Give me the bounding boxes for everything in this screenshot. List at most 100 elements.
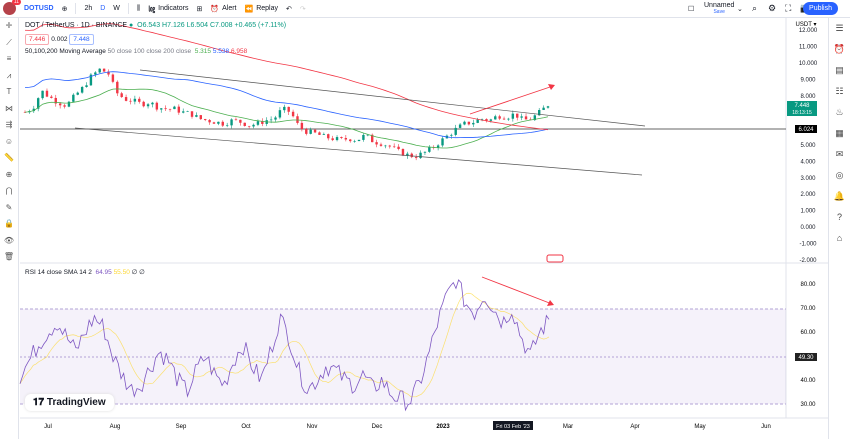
candle: [476, 119, 479, 123]
last-price: 7.448: [794, 103, 810, 109]
pencil-lock-icon[interactable]: ✎: [5, 202, 13, 212]
price-tick: 10.000: [799, 61, 818, 67]
horizontal-line-icon[interactable]: ≡: [6, 54, 12, 63]
undo-icon[interactable]: ↶: [286, 5, 292, 13]
search-icon[interactable]: ⌕: [752, 3, 758, 13]
candle: [384, 145, 387, 147]
lock-icon[interactable]: 🔒: [4, 219, 14, 228]
interval-d[interactable]: D: [100, 5, 106, 12]
price-tick: 9.000: [800, 77, 816, 83]
news-icon[interactable]: ▤: [835, 65, 844, 75]
rsi-tick: 60.00: [800, 330, 816, 336]
main-legend: DOT / TetherUS · 1D · BINANCE ● O6.543 H…: [25, 22, 287, 29]
line-price-badge: [795, 125, 817, 133]
hotlist-icon[interactable]: ⌂: [836, 233, 843, 243]
candle: [340, 137, 343, 138]
ideas-icon[interactable]: ♨: [835, 107, 844, 117]
price-tick: 4.000: [800, 159, 816, 165]
replay-button[interactable]: ⏪ Replay: [244, 5, 279, 13]
ruler-icon[interactable]: 📏: [4, 153, 14, 162]
chat-icon[interactable]: ✉: [835, 149, 844, 159]
watchlist-icon[interactable]: ☰: [835, 23, 844, 33]
text-icon[interactable]: T: [6, 87, 12, 96]
candle: [392, 146, 396, 148]
candle: [199, 115, 202, 120]
top-toolbar: 11 DOTUSD ⊕ 2h D W ⫼ ㏒ Indicators ⊞ ⏰ Aler…: [0, 0, 850, 18]
bell-icon[interactable]: 🔔: [833, 191, 846, 201]
chart-type-icon[interactable]: ⫼: [136, 4, 141, 12]
redo-icon[interactable]: ↷: [299, 5, 306, 13]
trend-line-icon[interactable]: ⟋: [6, 37, 12, 47]
candle: [379, 144, 383, 146]
candle: [436, 145, 440, 148]
gear-icon[interactable]: ⚙: [768, 3, 777, 13]
candle: [283, 106, 286, 111]
fullscreen-icon[interactable]: ⛶: [785, 3, 792, 13]
time-tick: Nov: [307, 424, 318, 430]
templates-icon[interactable]: ⊞: [196, 5, 203, 13]
buy-button[interactable]: 7.448: [69, 34, 94, 45]
candle: [546, 106, 550, 108]
interval-w[interactable]: W: [113, 5, 120, 12]
forecast-icon[interactable]: ⇶: [5, 120, 13, 129]
layout-checkbox[interactable]: ☐: [688, 5, 695, 13]
alert-button[interactable]: ⏰ Alert: [210, 5, 237, 13]
eye-icon[interactable]: 👁: [3, 235, 15, 245]
chevron-down-icon[interactable]: ⌄: [737, 5, 743, 13]
crosshair-time: Fri 03 Feb '23: [496, 424, 530, 430]
candle: [138, 98, 141, 102]
candle: [542, 107, 545, 111]
candle: [190, 111, 194, 117]
candle: [454, 127, 457, 135]
alarm-clock-icon[interactable]: ⏰: [833, 44, 846, 54]
candle: [375, 142, 378, 145]
publish-button[interactable]: Publish: [803, 2, 838, 15]
candle: [160, 108, 163, 110]
indicators-button[interactable]: ㏒ Indicators: [148, 5, 189, 13]
calendar-icon[interactable]: ▦: [835, 128, 844, 138]
candle: [516, 113, 519, 118]
candle: [252, 124, 255, 127]
candle: [208, 119, 211, 123]
candle: [441, 138, 444, 146]
candle: [485, 119, 488, 121]
tradingview-logo[interactable]: 𝟏𝟕 TradingView: [25, 394, 114, 411]
sell-button[interactable]: 7.446: [25, 34, 50, 45]
emoji-icon[interactable]: ☺: [4, 136, 14, 146]
candle: [538, 110, 541, 116]
avatar[interactable]: 11: [3, 0, 21, 15]
candle: [274, 117, 277, 120]
candle: [173, 106, 176, 110]
candle: [80, 86, 84, 93]
streams-icon[interactable]: ◎: [835, 170, 844, 180]
candle: [313, 129, 317, 133]
crosshair-icon[interactable]: ✛: [5, 21, 13, 30]
candle: [524, 116, 528, 120]
rsi-tick: 70.00: [800, 306, 816, 312]
add-symbol-icon[interactable]: ⊕: [61, 5, 68, 13]
symbol-search[interactable]: DOTUSD: [24, 5, 54, 12]
rsi-tick: 80.00: [800, 282, 816, 288]
candle: [146, 104, 150, 107]
fib-icon[interactable]: ⋈: [5, 103, 13, 113]
candle: [212, 122, 216, 124]
price-tick: 1.000: [800, 209, 816, 215]
candle: [98, 68, 101, 73]
pattern-icon[interactable]: ⩘: [6, 70, 12, 80]
layout-name[interactable]: Unnamed Save: [704, 1, 735, 15]
interval-2h[interactable]: 2h: [84, 5, 93, 12]
magnet-icon[interactable]: ⋂: [5, 186, 13, 195]
price-tick: 5.000: [800, 143, 816, 149]
add-list-icon[interactable]: ☷: [835, 86, 844, 96]
candle: [23, 112, 27, 113]
candle: [401, 149, 405, 156]
zoom-icon[interactable]: ⊕: [5, 169, 13, 179]
replay-icon: ⏪: [244, 5, 254, 13]
time-tick: 2023: [436, 424, 450, 430]
time-tick: May: [694, 424, 705, 430]
help-icon[interactable]: ?: [836, 212, 842, 222]
trash-icon[interactable]: 🗑: [3, 252, 15, 261]
candle: [177, 106, 181, 113]
candle: [269, 119, 273, 121]
